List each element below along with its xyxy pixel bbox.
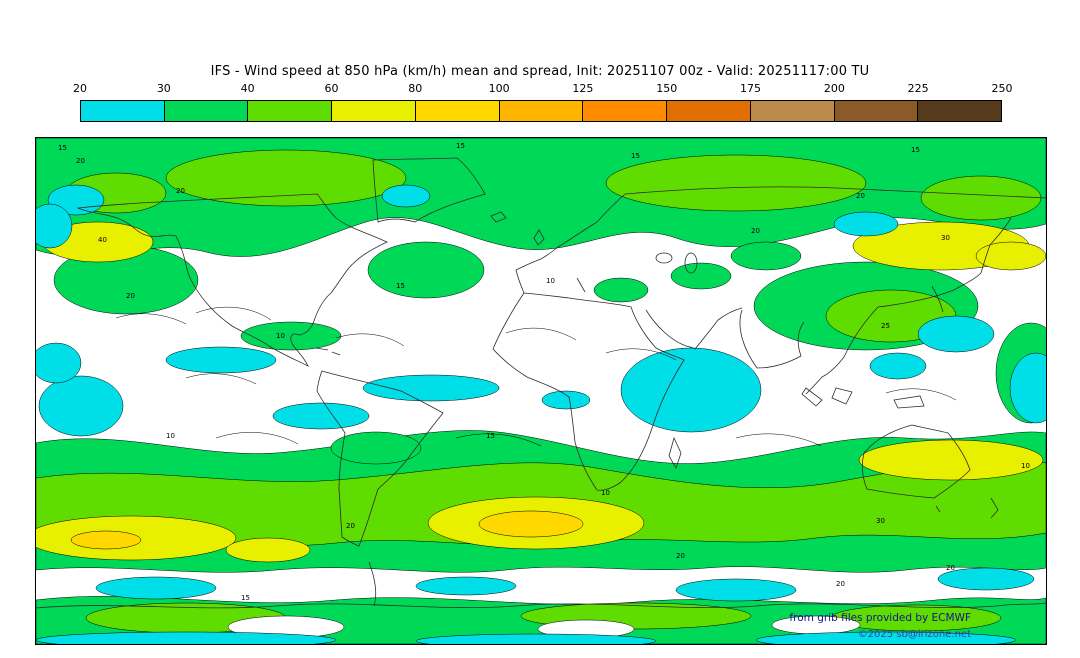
colorbar-tick-label: 175 [740, 82, 762, 95]
colorbar-tick-label: 250 [991, 82, 1013, 95]
spread-contour-lines [115, 306, 957, 447]
world-map: 15 20 15 15 15 20 40 20 30 20 25 10 15 10 20 10 20 30 20 15… [35, 137, 1047, 645]
contour-label: 30 [876, 517, 885, 525]
contour-label: 20 [126, 292, 135, 300]
contour-label: 10 [166, 432, 175, 440]
contour-label: 15 [241, 594, 250, 602]
contour-label: 15 [58, 144, 67, 152]
colorbar-segment [499, 101, 584, 121]
colorbar-segment [332, 101, 416, 121]
colorbar [80, 100, 1002, 122]
contour-label: 20 [76, 157, 85, 165]
contour-label: 15 [396, 282, 405, 290]
colorbar-tick-label: 40 [240, 82, 255, 95]
colorbar-tick-label: 125 [572, 82, 594, 95]
wind-speed-map-canvas: 15 20 15 15 15 20 40 20 30 20 25 10 15 10 20 10 20 30 20 15… [36, 138, 1046, 644]
colorbar-segment [750, 101, 835, 121]
contour-label: 40 [98, 236, 107, 244]
colorbar-segment [834, 101, 919, 121]
colorbar-tick-label: 150 [656, 82, 678, 95]
attribution-ecmwf: from grib files provided by ECMWF [789, 612, 971, 624]
colorbar-tick-label: 200 [823, 82, 845, 95]
colorbar-tick-label: 60 [324, 82, 339, 95]
contour-label: 25 [881, 322, 890, 330]
contour-label: 30 [941, 234, 950, 242]
contour-label: 15 [911, 146, 920, 154]
colorbar-tick-label: 225 [907, 82, 929, 95]
contour-label: 15 [486, 432, 495, 440]
colorbar-segment [81, 101, 165, 121]
contour-label: 15 [456, 142, 465, 150]
colorbar-tick-label: 20 [73, 82, 87, 95]
colorbar-tick-labels: 20 30 40 60 80 100 125 150 175 200 225 250 [73, 82, 1013, 96]
wind-field-shading [36, 138, 1046, 644]
colorbar-tick-label: 100 [488, 82, 510, 95]
contour-label: 20 [676, 552, 685, 560]
contour-label: 10 [276, 332, 285, 340]
colorbar-segment [667, 101, 751, 121]
colorbar-segment [248, 101, 333, 121]
contour-label: 10 [546, 277, 555, 285]
contour-label: 10 [601, 489, 610, 497]
contour-label: 15 [631, 152, 640, 160]
colorbar-tick-label: 80 [408, 82, 423, 95]
colorbar-segment [415, 101, 500, 121]
contour-label: 10 [1021, 462, 1030, 470]
contour-label-layer: 15 20 15 15 15 20 40 20 30 20 25 10 15 10 20 10 20 30 20 15… [58, 142, 1030, 602]
contour-label: 20 [856, 192, 865, 200]
contour-label: 20 [346, 522, 355, 530]
colorbar-segment [918, 101, 1002, 121]
colorbar-tick-label: 30 [156, 82, 171, 95]
colorbar-segment [583, 101, 668, 121]
coastlines [36, 157, 1046, 609]
contour-label: 20 [176, 187, 185, 195]
contour-label: 20 [946, 564, 955, 572]
contour-label: 20 [751, 227, 760, 235]
map-title: IFS - Wind speed at 850 hPa (km/h) mean … [210, 64, 870, 79]
attribution-copyright: ©2025 sb@irizone.net [857, 629, 971, 640]
colorbar-segment [164, 101, 249, 121]
contour-label: 20 [836, 580, 845, 588]
